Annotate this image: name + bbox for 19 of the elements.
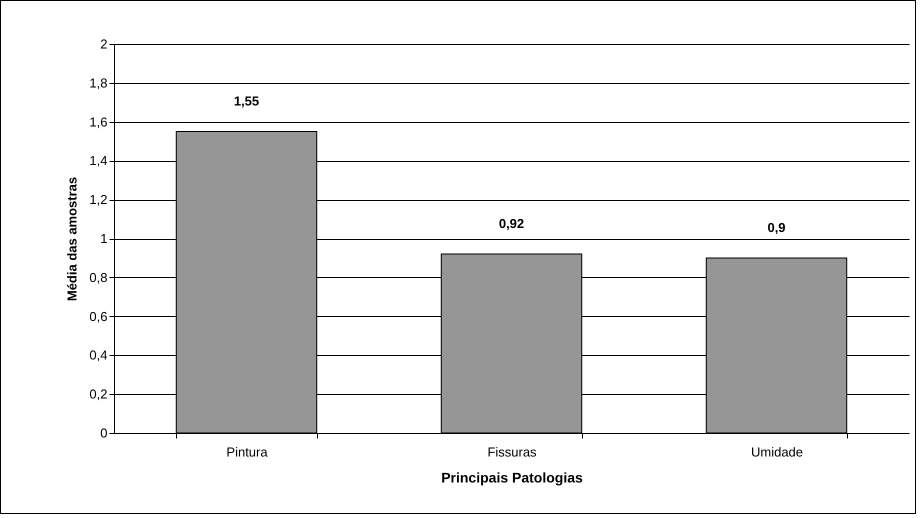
y-tick-label: 0,2 [89, 386, 108, 402]
x-tick-label: Pintura [226, 444, 268, 460]
y-tick-label: 0,8 [89, 270, 108, 285]
y-tick-label: 1,4 [89, 153, 108, 168]
y-tick-label: 1,6 [89, 114, 108, 130]
data-label: 0,9 [767, 220, 786, 235]
y-axis-title: Média das amostras [64, 176, 80, 302]
y-tick-label: 1,8 [89, 75, 108, 90]
x-tick-label: Umidade [750, 444, 804, 460]
y-tick-label: 0 [100, 426, 108, 440]
y-tick-label: 0,4 [89, 348, 108, 363]
y-tick-label: 2 [100, 36, 108, 52]
y-tick-label: 0,6 [89, 308, 108, 324]
x-axis-title: Principais Patologias [441, 470, 584, 486]
data-label: 1,55 [234, 94, 260, 109]
y-tick-label: 1,2 [89, 192, 108, 208]
x-tick-label: Fissuras [487, 444, 538, 460]
data-label: 0,92 [498, 216, 524, 232]
y-tick-label: 1 [100, 231, 108, 246]
